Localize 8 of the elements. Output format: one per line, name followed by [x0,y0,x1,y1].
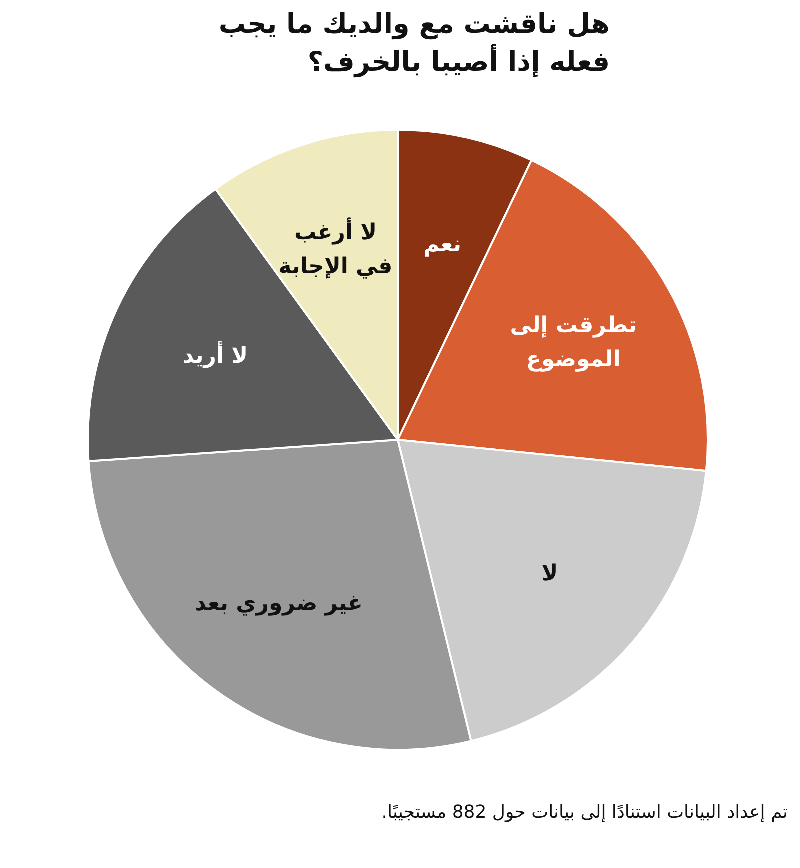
slice-label: غير ضروري بعد [195,592,363,617]
chart-title: هل ناقشت مع والديك ما يجب فعله إذا أصيبا بالخرف؟ [218,8,610,80]
slice-label: تطرقت إلى الموضوع [510,313,638,372]
text: تم إعداد البيانات استنادًا إلى بيانات حول 882 مستجيبًا. [380,801,788,825]
slice-label: لا [542,561,558,586]
slice-label: لا أرغب في الإجابة [278,217,393,280]
slice-label: نعم [424,232,462,258]
slice-label: لا أريد [182,340,248,369]
